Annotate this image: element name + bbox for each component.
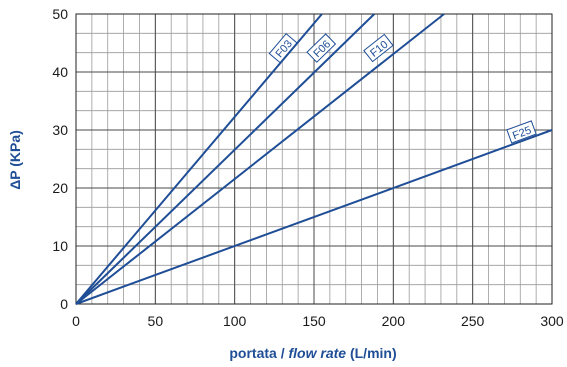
x-tick-label: 50: [148, 313, 164, 329]
x-axis-label-suffix: (L/min): [346, 345, 397, 361]
x-tick-label: 100: [223, 313, 247, 329]
x-axis-ticks: 0 50 100 150 200 250 300: [72, 313, 564, 329]
y-axis-ticks: 0 10 20 30 40 50: [52, 6, 68, 312]
y-tick-label: 0: [60, 296, 68, 312]
x-tick-label: 300: [540, 313, 564, 329]
x-tick-label: 250: [461, 313, 485, 329]
series-tag-f06: F06: [306, 33, 337, 63]
y-tick-label: 10: [52, 238, 68, 254]
x-axis-label: portata / flow rate (L/min): [229, 345, 396, 361]
series-line-f25: [75, 129, 553, 305]
x-tick-label: 200: [382, 313, 406, 329]
series-tag-box: [306, 33, 337, 63]
series-tag-box: [268, 33, 298, 64]
series-lines: [75, 13, 553, 305]
x-axis-label-prefix: portata /: [229, 345, 288, 361]
series-line-f03: [75, 13, 323, 305]
y-tick-label: 30: [52, 122, 68, 138]
x-tick-label: 150: [302, 313, 326, 329]
series-tag-f10: F10: [363, 33, 394, 63]
series-line-f06: [75, 13, 375, 305]
series-tag-box: [363, 33, 394, 63]
series-tag-box: [506, 120, 537, 144]
y-tick-label: 50: [52, 6, 68, 22]
y-axis-label: ΔP (KPa): [7, 130, 23, 190]
x-tick-label: 0: [72, 313, 80, 329]
y-tick-label: 20: [52, 180, 68, 196]
plot-area-frame: [75, 13, 553, 305]
y-tick-label: 40: [52, 64, 68, 80]
series-line-f10: [75, 13, 445, 305]
x-axis-label-italic: flow rate: [289, 345, 347, 361]
